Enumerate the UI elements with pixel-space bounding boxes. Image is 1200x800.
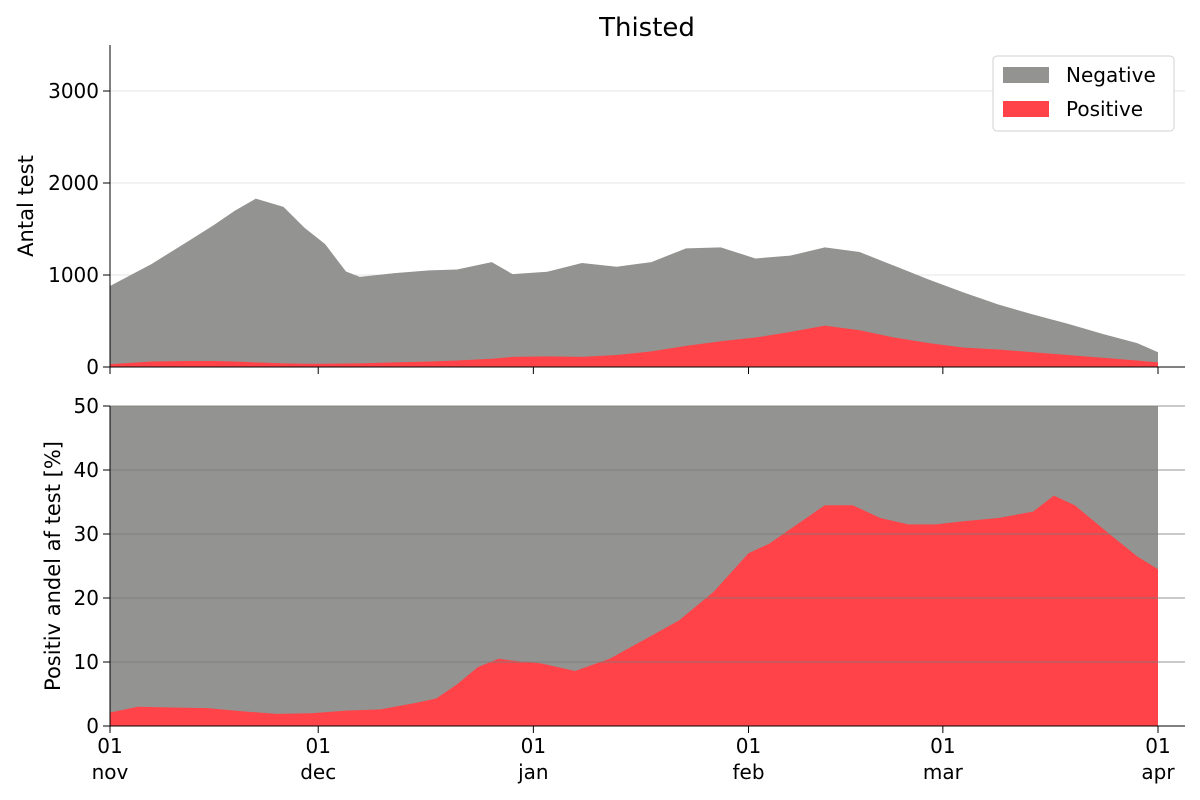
x-tick-day-label: 01 (1145, 734, 1170, 758)
bottom-panel: 0 10 20 30 40 50 Positiv andel af test [%] (41, 394, 1185, 738)
x-tick-day-label: 01 (736, 734, 761, 758)
bottom-y-tick-label: 30 (74, 522, 99, 546)
top-y-tick-label: 3000 (48, 79, 99, 103)
x-tick-day-label: 01 (97, 734, 122, 758)
bottom-y-tick-label: 40 (74, 458, 99, 482)
legend-label-positive: Positive (1066, 97, 1143, 121)
x-tick-month-label: feb (732, 760, 764, 784)
bottom-y-axis-label: Positiv andel af test [%] (41, 441, 65, 691)
x-tick-day-label: 01 (305, 734, 330, 758)
legend-label-negative: Negative (1066, 63, 1156, 87)
legend-swatch-positive (1003, 101, 1049, 117)
positive-share-area (110, 495, 1158, 726)
x-tick-month-label: nov (92, 760, 129, 784)
bottom-y-tick-label: 0 (86, 714, 99, 738)
x-tick-day-label: 01 (930, 734, 955, 758)
x-tick-month-label: apr (1141, 760, 1175, 784)
top-y-tick-label: 2000 (48, 171, 99, 195)
negative-area (110, 198, 1158, 367)
bottom-y-tick-label: 10 (74, 650, 99, 674)
legend-swatch-negative (1003, 67, 1049, 83)
positive-area (110, 325, 1158, 367)
top-y-axis-label: Antal test (14, 155, 38, 257)
top-panel: 0 1000 2000 3000 Antal test Negative Positive (14, 45, 1185, 379)
x-tick-day-label: 01 (521, 734, 546, 758)
top-y-tick-label: 0 (86, 355, 99, 379)
x-tick-month-label: jan (517, 760, 549, 784)
chart-title: Thisted (598, 13, 695, 43)
legend: Negative Positive (992, 55, 1175, 132)
bottom-y-tick-label: 50 (74, 394, 99, 418)
x-tick-month-label: dec (300, 760, 336, 784)
x-tick-month-label: mar (923, 760, 964, 784)
top-y-tick-label: 1000 (48, 263, 99, 287)
bottom-y-tick-label: 20 (74, 586, 99, 610)
